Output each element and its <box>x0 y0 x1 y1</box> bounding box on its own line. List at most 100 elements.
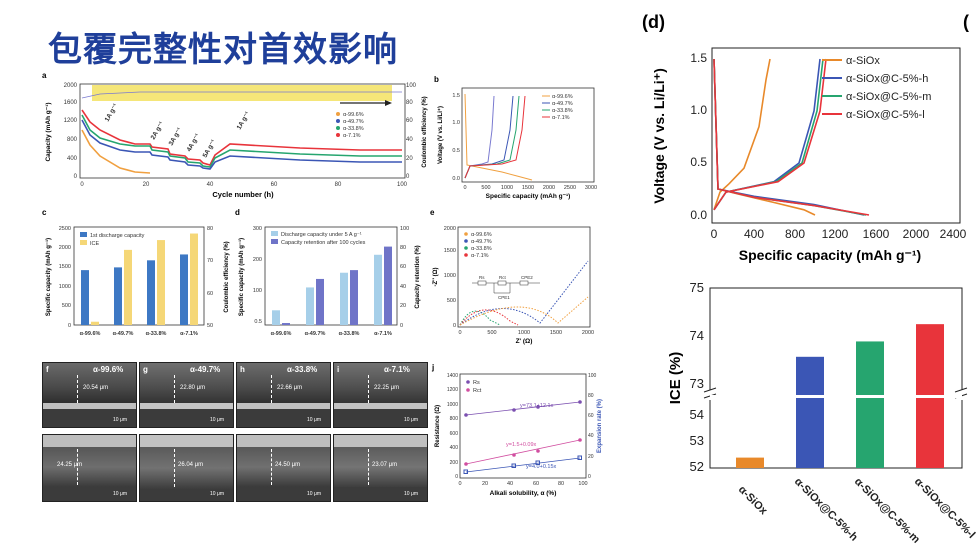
svg-text:α-SiOx@C-5%-l: α-SiOx@C-5%-l <box>846 109 925 121</box>
svg-text:Specific capacity (mAh g⁻¹): Specific capacity (mAh g⁻¹) <box>45 238 52 316</box>
svg-text:73: 73 <box>690 376 704 391</box>
svg-text:80: 80 <box>588 393 594 399</box>
svg-text:Capacity retention after 100 c: Capacity retention after 100 cycles <box>281 240 366 246</box>
svg-text:CPE2: CPE2 <box>521 275 533 280</box>
svg-text:Resistance (Ω): Resistance (Ω) <box>435 405 441 447</box>
svg-text:0.5: 0.5 <box>254 319 262 325</box>
svg-text:400: 400 <box>67 156 78 162</box>
sem-image-g: g α-49.7% 22.80 μm 10 μm <box>139 362 234 428</box>
svg-text:4A g⁻¹: 4A g⁻¹ <box>186 133 202 153</box>
svg-text:50: 50 <box>207 323 213 329</box>
panel-a-right-axis: 0 20 40 60 80 100 Coulombic efficiency (… <box>406 83 428 180</box>
panel-c-capacity-bar-2 <box>147 260 155 325</box>
svg-text:α-99.6%: α-99.6% <box>343 112 364 118</box>
svg-text:0: 0 <box>458 481 461 487</box>
svg-text:0: 0 <box>458 330 461 336</box>
svg-text:Voltage (V vs. Li/Li⁺): Voltage (V vs. Li/Li⁺) <box>437 106 444 164</box>
svg-text:b: b <box>434 75 439 84</box>
svg-text:60: 60 <box>400 264 406 270</box>
svg-text:500: 500 <box>447 298 456 304</box>
svg-text:54: 54 <box>690 407 704 422</box>
svg-text:20: 20 <box>482 481 488 487</box>
svg-text:Expansion rate (%): Expansion rate (%) <box>597 399 603 453</box>
svg-text:α-33.8%: α-33.8% <box>471 246 492 252</box>
svg-text:0: 0 <box>455 474 458 480</box>
svg-text:α-49.7%: α-49.7% <box>305 331 326 337</box>
panel-a-letter: a <box>42 71 47 80</box>
svg-text:400: 400 <box>744 227 764 241</box>
svg-text:60: 60 <box>588 413 594 419</box>
panel-d-letter: (d) <box>642 12 665 32</box>
panel-d-capacity-bar-0 <box>272 310 280 325</box>
voltage-curves <box>713 58 870 216</box>
svg-text:α-7.1%: α-7.1% <box>343 133 361 139</box>
panel-c-capacity-bar-0 <box>81 270 89 325</box>
svg-text:Rct: Rct <box>473 388 482 394</box>
svg-text:70: 70 <box>207 258 213 264</box>
charge-curve-3 <box>713 58 827 211</box>
svg-text:1000: 1000 <box>447 402 458 408</box>
panel-c-ice-bar-1 <box>124 249 132 325</box>
svg-text:Cycle number (h): Cycle number (h) <box>212 190 274 199</box>
svg-text:2400: 2400 <box>940 227 967 241</box>
svg-text:100: 100 <box>253 288 262 294</box>
panel-d-capacity-bar-2 <box>340 272 348 325</box>
panel-ice-bar-chart: 75 74 73 54 53 52 ICE (%) α-SiOx α-SiOx@… <box>667 280 977 546</box>
svg-text:500: 500 <box>487 330 496 336</box>
sem-image-grid: f α-99.6% 20.54 μm 10 μm g α-49.7% 22.80… <box>42 362 428 502</box>
svg-text:1500: 1500 <box>522 185 534 191</box>
svg-text:1A g⁻¹: 1A g⁻¹ <box>104 103 120 123</box>
ice-bar-1 <box>796 356 824 468</box>
svg-text:1.0: 1.0 <box>690 103 707 117</box>
panel-c-capacity-bar-1 <box>114 267 122 325</box>
svg-text:200: 200 <box>253 257 262 263</box>
svg-text:1A g⁻¹: 1A g⁻¹ <box>236 111 252 131</box>
svg-text:0.5: 0.5 <box>452 148 460 154</box>
svg-text:40: 40 <box>400 284 406 290</box>
svg-text:α-99.6%: α-99.6% <box>80 331 101 337</box>
svg-text:α-SiOx@C-5%-m: α-SiOx@C-5%-m <box>852 476 922 546</box>
svg-text:0: 0 <box>80 182 84 188</box>
svg-text:y=4.0+0.15x: y=4.0+0.15x <box>526 464 557 470</box>
panel-d-bars <box>272 246 392 325</box>
svg-text:Rct: Rct <box>499 275 506 280</box>
svg-text:1000: 1000 <box>501 185 513 191</box>
panel-d-big-voltage-chart: (d) ( α-SiOx α-SiOx@C-5%-h α-SiOx@C-5%-m… <box>642 12 969 263</box>
discharge-curve-2 <box>713 58 867 216</box>
panel-e-letter-cut: ( <box>963 12 969 32</box>
ice-xlabels: α-SiOx α-SiOx@C-5%-h α-SiOx@C-5%-m α-SiO… <box>736 476 977 546</box>
panel-c-capacity-bar-3 <box>180 254 188 325</box>
svg-text:1200: 1200 <box>822 227 849 241</box>
panel-d-big-xlabel: Specific capacity (mAh g⁻¹) <box>739 247 921 263</box>
svg-text:Coulombic efficiency (%): Coulombic efficiency (%) <box>224 241 230 312</box>
svg-text:1200: 1200 <box>64 118 78 124</box>
svg-text:1200: 1200 <box>447 387 458 393</box>
svg-text:53: 53 <box>690 433 704 448</box>
svg-text:80: 80 <box>207 226 213 232</box>
svg-text:e: e <box>430 208 435 217</box>
svg-text:3A g⁻¹: 3A g⁻¹ <box>168 127 184 147</box>
svg-text:0.5: 0.5 <box>690 155 707 169</box>
svg-text:1000: 1000 <box>59 284 71 290</box>
svg-text:0.0: 0.0 <box>452 176 460 182</box>
discharge-curve-3 <box>713 58 870 216</box>
svg-text:α-SiOx@C-5%-h: α-SiOx@C-5%-h <box>846 73 928 85</box>
svg-text:α-99.6%: α-99.6% <box>552 94 573 100</box>
svg-text:2A g⁻¹: 2A g⁻¹ <box>150 121 166 141</box>
panel-d-retention-bar-1 <box>316 278 324 325</box>
panel-j-resistance-chart: j Rs Rct y=73.1+12.1x y=1.5+0.09x y=4.0+… <box>431 363 603 497</box>
svg-text:100: 100 <box>406 83 417 89</box>
svg-text:80: 80 <box>406 100 413 106</box>
svg-text:1st discharge capacity: 1st discharge capacity <box>90 233 145 239</box>
svg-text:2000: 2000 <box>444 226 456 232</box>
panel-b-legend: α-99.6% α-49.7% α-33.8% α-7.1% <box>542 94 573 121</box>
svg-text:Alkali solubility, α (%): Alkali solubility, α (%) <box>490 490 557 497</box>
svg-text:1500: 1500 <box>59 264 71 270</box>
svg-text:j: j <box>431 363 434 372</box>
sem-image-h-bottom: 24.50 μm 10 μm <box>236 434 331 502</box>
svg-text:60: 60 <box>533 481 539 487</box>
svg-text:300: 300 <box>253 226 262 232</box>
panel-d-capacity-bar-3 <box>374 254 382 325</box>
svg-text:0: 0 <box>68 323 71 329</box>
svg-text:1500: 1500 <box>444 248 456 254</box>
